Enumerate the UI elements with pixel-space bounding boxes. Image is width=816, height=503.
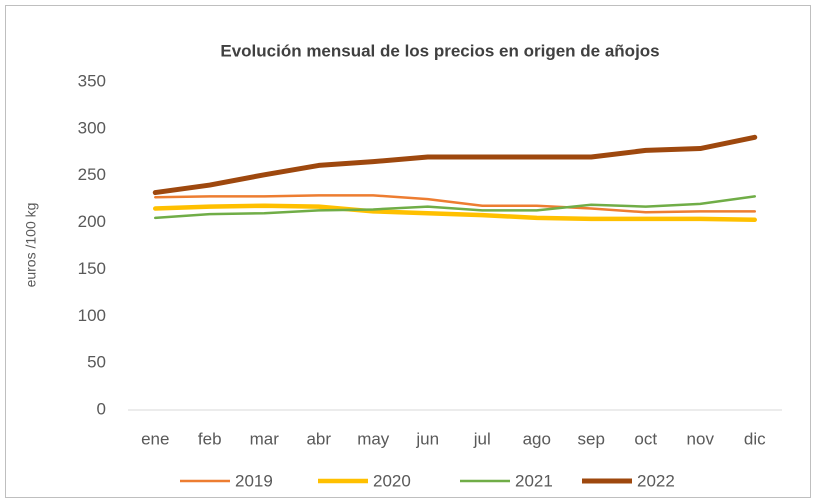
legend-label: 2020 [373, 471, 411, 490]
y-tick-label: 150 [78, 259, 106, 278]
x-tick-label: feb [198, 429, 222, 448]
x-tick-label: jul [473, 429, 491, 448]
x-tick-label: ene [141, 429, 169, 448]
x-tick-label: abr [306, 429, 331, 448]
x-tick-label: ago [523, 429, 551, 448]
y-tick-label: 100 [78, 306, 106, 325]
series-line [152, 134, 758, 196]
chart-border [5, 5, 811, 498]
legend-label: 2022 [637, 471, 675, 490]
series-line [154, 194, 756, 214]
x-tick-label: dic [744, 429, 766, 448]
legend-label: 2021 [515, 471, 553, 490]
y-tick-label: 50 [87, 353, 106, 372]
y-tick-label: 0 [97, 399, 106, 418]
y-tick-label: 300 [78, 118, 106, 137]
y-axis-label: euros /100 kg [23, 203, 39, 288]
x-tick-label: nov [687, 429, 715, 448]
y-tick-label: 250 [78, 165, 106, 184]
y-tick-label: 200 [78, 212, 106, 231]
y-tick-label: 350 [78, 71, 106, 90]
legend-label: 2019 [235, 471, 273, 490]
series-line [154, 195, 756, 220]
x-tick-label: jun [415, 429, 439, 448]
series-line [153, 203, 757, 223]
x-tick-label: sep [578, 429, 605, 448]
chart-title: Evolución mensual de los precios en orig… [220, 41, 659, 60]
x-tick-label: oct [634, 429, 657, 448]
x-tick-label: mar [250, 429, 280, 448]
x-tick-label: may [357, 429, 390, 448]
